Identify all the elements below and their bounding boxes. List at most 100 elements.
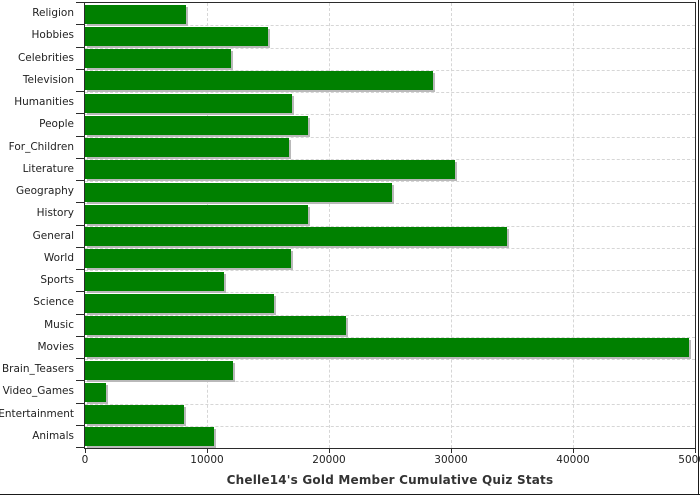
y-axis-tick (76, 135, 84, 137)
y-axis-tick (76, 335, 84, 337)
horizontal-gridline (85, 158, 695, 160)
chart-title: Chelle14's Gold Member Cumulative Quiz S… (226, 473, 554, 487)
bar-row (85, 203, 695, 225)
y-axis-tick (76, 424, 84, 426)
horizontal-gridline (85, 25, 695, 27)
bar-brain_teasers (85, 360, 233, 380)
bar-literature (85, 160, 455, 180)
bar-row (85, 337, 695, 359)
bar-row (85, 381, 695, 403)
y-axis-tick (76, 68, 84, 70)
category-label: Entertainment (0, 407, 74, 420)
bar-music (85, 316, 347, 335)
horizontal-gridline (85, 92, 695, 93)
bar-row (85, 137, 695, 159)
plot-area (84, 2, 696, 449)
y-axis-tick (76, 202, 84, 204)
bar-movies (85, 338, 689, 358)
x-axis-tick (695, 449, 696, 453)
bar-science (85, 293, 275, 313)
category-label: Geography (16, 185, 74, 198)
horizontal-gridline (85, 203, 695, 205)
category-label: Literature (22, 162, 74, 175)
bar-row (85, 70, 695, 92)
category-label: World (43, 251, 74, 264)
x-axis-tick-label: 40000 (556, 454, 590, 466)
x-axis-tick (85, 449, 86, 453)
y-axis-tick (76, 113, 84, 115)
x-axis-tick-label: 30000 (434, 454, 468, 466)
category-label: People (39, 118, 74, 131)
y-axis-category-labels: Religion Hobbies Celebrities Television Huma… (0, 2, 74, 449)
horizontal-gridline (85, 114, 695, 116)
x-axis-tick-label: 10000 (190, 454, 224, 466)
category-label: Movies (37, 340, 74, 353)
y-axis-tick (76, 46, 84, 48)
bar-sports (85, 271, 225, 291)
bar-animals (85, 427, 215, 447)
horizontal-gridline (85, 425, 695, 427)
frame-bottom-border (0, 493, 700, 495)
category-label: Celebrities (17, 51, 74, 64)
y-axis-tick (76, 313, 84, 315)
y-axis-tick (76, 224, 84, 226)
bar-religion (85, 4, 187, 24)
bar-people (85, 115, 309, 135)
horizontal-gridline (85, 181, 695, 182)
x-axis-tick-label: 20000 (312, 454, 346, 466)
category-label: For_Children (8, 140, 74, 153)
bar-row (85, 315, 695, 337)
bar-row (85, 248, 695, 270)
y-axis-tick (76, 157, 84, 159)
bar-row (85, 48, 695, 70)
category-label: Hobbies (31, 29, 75, 42)
horizontal-gridline (85, 270, 695, 271)
y-axis-tick (76, 24, 84, 26)
y-axis-tick (76, 269, 84, 270)
bar-row (85, 92, 695, 114)
category-label: Animals (32, 429, 74, 442)
bar-row (85, 426, 695, 448)
bar-row (85, 404, 695, 426)
category-label: Humanities (14, 96, 74, 109)
bar-row (85, 292, 695, 314)
bar-general (85, 227, 508, 246)
horizontal-gridline (85, 381, 695, 383)
bar-row (85, 359, 695, 381)
y-axis-tick (76, 380, 84, 382)
horizontal-gridline (85, 359, 695, 360)
x-axis-tick-label: 50000 (678, 454, 700, 466)
category-label: History (36, 207, 74, 220)
bar-celebrities (85, 49, 232, 68)
bar-television (85, 71, 433, 91)
horizontal-gridline (85, 69, 695, 71)
bar-world (85, 249, 292, 269)
bar-hobbies (85, 26, 268, 46)
y-axis-tick (76, 291, 84, 293)
horizontal-gridline (85, 136, 695, 138)
bar-history (85, 204, 309, 224)
y-axis-tick (76, 246, 84, 248)
bar-for_children (85, 138, 289, 157)
bar-geography (85, 182, 393, 202)
y-axis-tick (76, 402, 84, 404)
y-axis-tick (76, 358, 84, 359)
x-axis-tick-label: 0 (81, 454, 89, 466)
bar-row (85, 159, 695, 181)
category-label: Television (22, 73, 74, 86)
bar-video_games (85, 382, 106, 402)
horizontal-gridline (85, 336, 695, 338)
frame-right-border (698, 0, 700, 495)
x-axis-tick (207, 449, 208, 453)
category-label: Science (33, 296, 74, 309)
category-label: Religion (32, 7, 74, 20)
category-label: Sports (40, 274, 74, 287)
horizontal-gridline (85, 225, 695, 227)
bar-entertainment (85, 405, 184, 424)
horizontal-gridline (85, 292, 695, 294)
category-label: Music (44, 318, 74, 331)
horizontal-gridline (85, 47, 695, 49)
bar-row (85, 226, 695, 248)
category-label: Video_Games (2, 385, 74, 398)
